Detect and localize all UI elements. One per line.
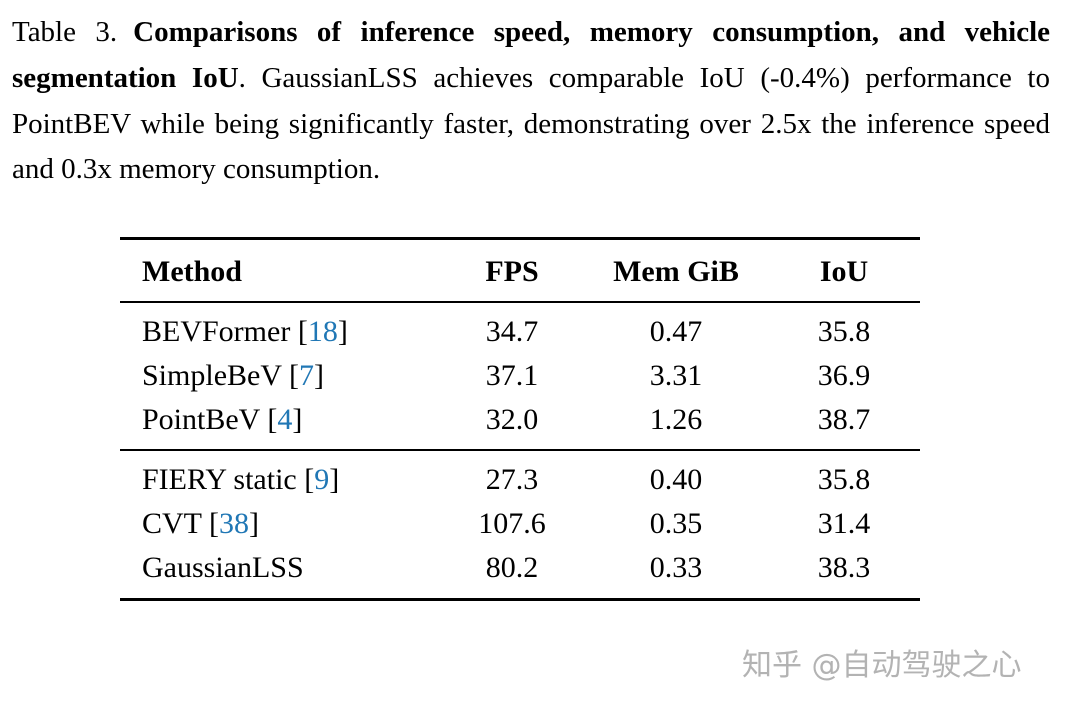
method-name: GaussianLSS	[142, 551, 304, 585]
fps-cell: 37.1	[485, 359, 539, 393]
iou-cell: 38.3	[817, 551, 871, 585]
table-group-baselines: BEVFormer [18] 34.7 0.47 35.8 SimpleBeV …	[120, 302, 920, 450]
fps-cell: 32.0	[485, 403, 539, 437]
table-row: FIERY static [9] 27.3 0.40 35.8	[120, 449, 920, 503]
mem-cell: 0.40	[584, 449, 768, 503]
table-row: GaussianLSS 80.2 0.33 38.3	[120, 546, 920, 600]
method-cell: PointBeV [4]	[120, 398, 440, 450]
table-row: PointBeV [4] 32.0 1.26 38.7	[120, 398, 920, 450]
mem-cell: 1.26	[649, 403, 703, 437]
table-caption: Table 3. Comparisons of inference speed, …	[0, 0, 1066, 193]
table-row: CVT [38] 107.6 0.35 31.4	[120, 502, 920, 546]
citation-link[interactable]: 18	[307, 315, 338, 349]
method-cell: FIERY static [9]	[120, 449, 440, 503]
method-name: BEVFormer	[142, 315, 298, 349]
citation-bracket: [	[304, 463, 315, 497]
citation-bracket: ]	[292, 403, 303, 437]
header-fps: FPS	[440, 238, 584, 304]
fps-cell: 34.7	[485, 315, 539, 349]
table-group-proposed: FIERY static [9] 27.3 0.40 35.8 CVT [38]…	[120, 449, 920, 600]
citation-bracket: ]	[337, 315, 348, 349]
citation-bracket: [	[208, 507, 219, 541]
table-row: SimpleBeV [7] 37.1 3.31 36.9	[120, 354, 920, 398]
caption-bold-title: Comparisons of inference speed, memory c…	[12, 16, 1050, 94]
iou-cell: 38.7	[817, 403, 871, 437]
citation-bracket: ]	[313, 359, 324, 393]
method-cell: CVT [38]	[120, 502, 440, 546]
table-row: BEVFormer [18] 34.7 0.47 35.8	[120, 302, 920, 354]
citation-bracket: ]	[329, 463, 340, 497]
fps-cell: 80.2	[485, 551, 539, 585]
zhihu-watermark: 知乎 @自动驾驶之心	[742, 648, 1022, 683]
mem-cell: 0.35	[649, 507, 703, 541]
header-mem-gib: Mem GiB	[584, 238, 768, 304]
method-name: FIERY static	[142, 463, 305, 497]
header-method: Method	[120, 238, 440, 304]
citation-link[interactable]: 38	[218, 507, 249, 541]
citation-bracket: [	[297, 315, 308, 349]
citation-bracket: ]	[248, 507, 259, 541]
caption-label: Table 3.	[12, 16, 118, 48]
fps-cell: 107.6	[478, 507, 546, 541]
iou-cell: 35.8	[768, 449, 920, 503]
fps-cell: 27.3	[440, 449, 584, 503]
method-name: SimpleBeV	[142, 359, 289, 393]
mem-cell: 3.31	[649, 359, 703, 393]
caption-body-text: . GaussianLSS achieves comparable IoU (-…	[12, 61, 1050, 186]
method-cell: SimpleBeV [7]	[120, 354, 440, 398]
results-table: Method FPS Mem GiB IoU BEVFormer [18] 34…	[120, 237, 920, 602]
header-iou: IoU	[768, 238, 920, 304]
iou-cell: 35.8	[817, 315, 871, 349]
mem-cell: 0.47	[649, 315, 703, 349]
method-name: PointBeV	[142, 403, 268, 437]
method-cell: BEVFormer [18]	[120, 302, 440, 354]
citation-link[interactable]: 9	[314, 463, 330, 497]
mem-cell: 0.33	[649, 551, 703, 585]
citation-bracket: [	[288, 359, 299, 393]
citation-link[interactable]: 4	[277, 403, 293, 437]
method-cell: GaussianLSS	[120, 546, 440, 600]
iou-cell: 31.4	[817, 507, 871, 541]
citation-bracket: [	[267, 403, 278, 437]
method-name: CVT	[142, 507, 209, 541]
iou-cell: 36.9	[817, 359, 871, 393]
table-header-row: Method FPS Mem GiB IoU	[120, 238, 920, 304]
citation-link[interactable]: 7	[298, 359, 314, 393]
